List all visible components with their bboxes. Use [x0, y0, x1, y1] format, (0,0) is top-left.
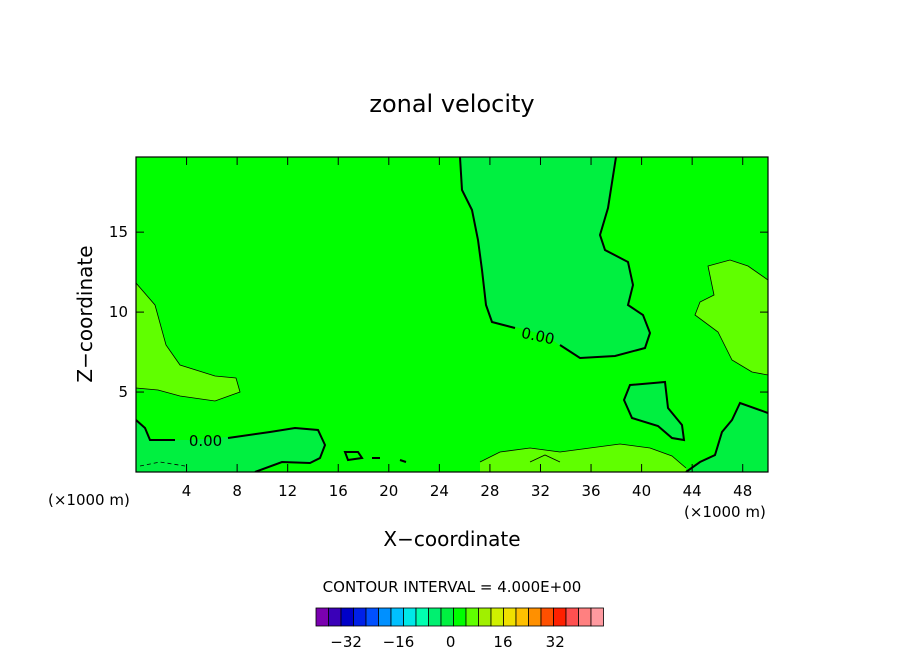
x-tick-label: 16 — [329, 482, 348, 500]
positive-region-left — [136, 283, 240, 401]
zero-contour-bottom-left-b — [227, 426, 327, 472]
zero-contour-upper — [459, 157, 516, 329]
colorbar-swatch — [565, 607, 579, 627]
colorbar-swatch — [503, 607, 517, 627]
colorbar-swatch — [553, 607, 567, 627]
colorbar-tick-label: −32 — [330, 633, 362, 651]
zero-contours — [136, 157, 768, 472]
colorbar-tick-label: 16 — [493, 633, 512, 651]
zero-contour-small-3 — [399, 459, 407, 463]
colorbar — [315, 607, 604, 627]
positive-contours — [136, 259, 768, 469]
plot-frame — [135, 156, 769, 473]
y-tick-label: 5 — [118, 383, 128, 401]
negative-region-mid-right — [624, 382, 684, 440]
contour-interval-text: CONTOUR INTERVAL = 4.000E+00 — [323, 578, 582, 596]
y-tick-label: 15 — [109, 223, 128, 241]
x-tick-label: 36 — [581, 482, 600, 500]
chart-title: zonal velocity — [369, 90, 534, 118]
zero-contour-mid-right — [622, 380, 686, 442]
colorbar-swatch — [578, 607, 592, 627]
x-unit-right: (×1000 m) — [684, 503, 766, 521]
colorbar-swatch — [340, 607, 354, 627]
colorbar-swatch — [440, 607, 454, 627]
colorbar-swatch — [590, 607, 604, 627]
colorbar-swatch — [328, 607, 342, 627]
colorbar-tick-label: 0 — [446, 633, 456, 651]
positive-region-bottom — [480, 444, 686, 472]
colorbar-tick-label: 32 — [546, 633, 565, 651]
pos-contour-right — [694, 259, 768, 376]
neg-contour-bottom-left — [139, 461, 186, 467]
colorbar-swatch — [465, 607, 479, 627]
negative-region-bottom-right — [686, 403, 768, 472]
y-axis-label: Z−coordinate — [73, 245, 97, 382]
x-tick-label: 32 — [531, 482, 550, 500]
y-tick-label: 10 — [109, 303, 128, 321]
colorbar-swatch — [515, 607, 529, 627]
colorbar-swatch — [540, 607, 554, 627]
colorbar-swatch — [365, 607, 379, 627]
x-tick-label: 4 — [182, 482, 192, 500]
colorbar-swatch — [415, 607, 429, 627]
x-tick-label: 48 — [733, 482, 752, 500]
colorbar-swatch — [315, 607, 329, 627]
contour-regions — [136, 157, 768, 472]
contour-label-zero-left: 0.00 — [189, 432, 222, 450]
negative-region-upper — [460, 157, 650, 358]
x-tick-label: 28 — [480, 482, 499, 500]
negative-region-bottom-left — [136, 420, 325, 472]
x-unit-left: (×1000 m) — [48, 491, 130, 509]
colorbar-tick-labels: −32 −16 0 16 32 — [330, 633, 564, 651]
colorbar-swatch — [478, 607, 492, 627]
colorbar-swatch — [490, 607, 504, 627]
x-tick-label: 12 — [278, 482, 297, 500]
zero-contour-bottom-left — [136, 419, 175, 441]
colorbar-swatch — [428, 607, 442, 627]
colorbar-swatch — [403, 607, 417, 627]
pos-contour-left — [136, 282, 241, 402]
colorbar-swatch — [390, 607, 404, 627]
colorbar-tick-label: −16 — [383, 633, 415, 651]
x-tick-label: 20 — [379, 482, 398, 500]
x-axis-label: X−coordinate — [383, 527, 520, 551]
colorbar-swatch — [528, 607, 542, 627]
positive-region-right — [695, 260, 768, 375]
zero-contour-bottom-right — [685, 401, 768, 472]
zero-contour-upper-b — [559, 157, 652, 360]
colorbar-swatch — [453, 607, 467, 627]
x-tick-label: 24 — [430, 482, 449, 500]
zero-contour-small-1 — [343, 451, 364, 462]
x-tick-label: 40 — [632, 482, 651, 500]
colorbar-swatch — [378, 607, 392, 627]
x-tick-label: 8 — [232, 482, 242, 500]
colorbar-swatch — [353, 607, 367, 627]
x-tick-label: 44 — [683, 482, 702, 500]
pos-contour-bottom — [479, 443, 687, 469]
pos-contour-bottom-2 — [529, 454, 561, 463]
